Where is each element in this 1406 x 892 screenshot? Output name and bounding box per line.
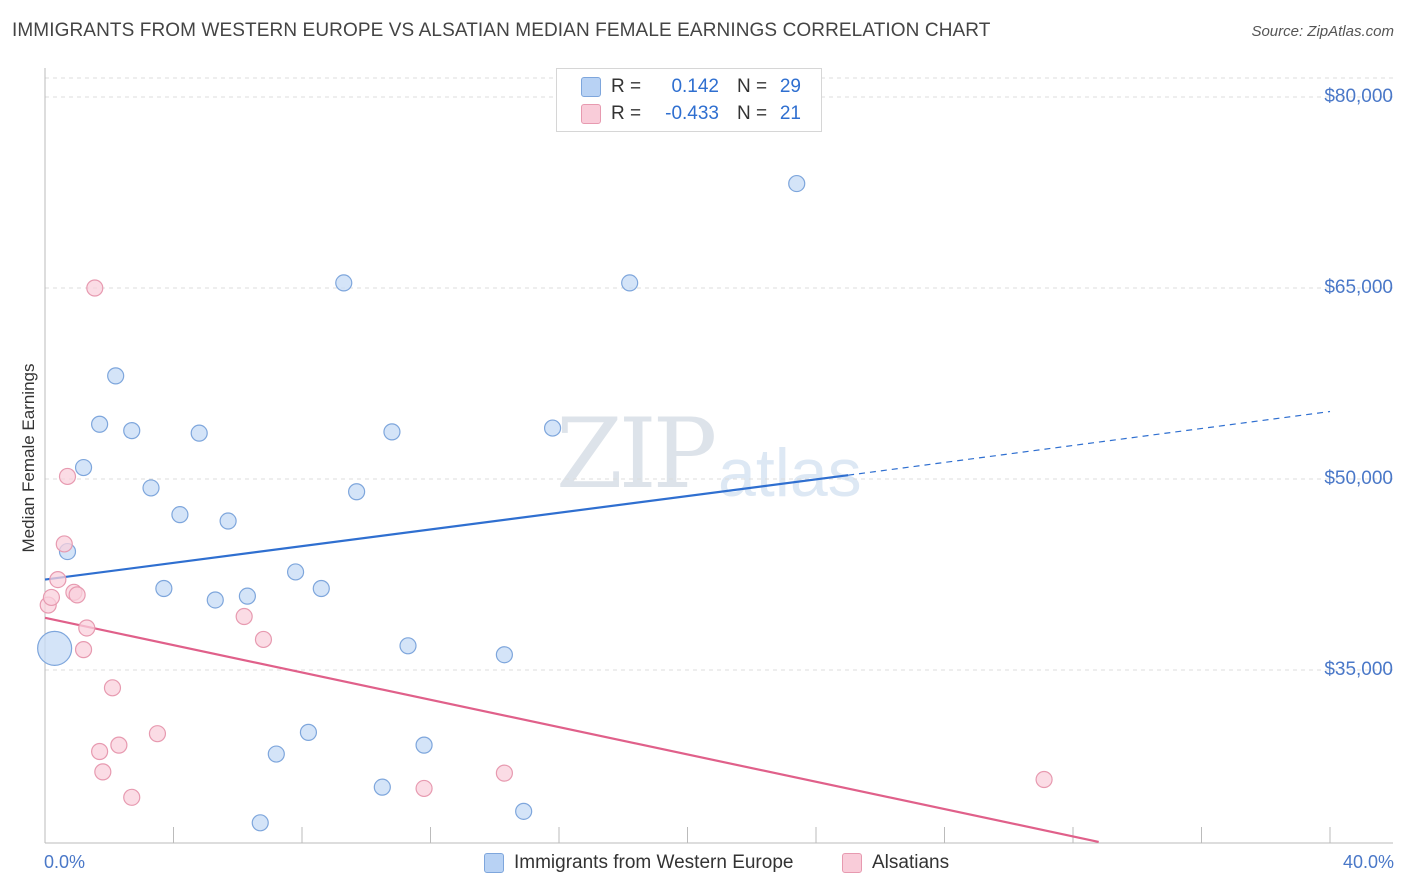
- x-tick-label-max: 40.0%: [1342, 852, 1394, 872]
- data-point-western-europe: [251, 814, 269, 832]
- data-point-western-europe: [399, 637, 417, 655]
- legend-label-western-europe: Immigrants from Western Europe: [514, 852, 794, 873]
- source-label: Source: ZipAtlas.com: [1251, 23, 1394, 40]
- data-point-western-europe: [515, 802, 533, 820]
- y-tick-label-50000: $50,000: [1324, 468, 1393, 489]
- data-point-alsatians: [91, 742, 109, 761]
- legend-item-alsatians: Alsatians: [842, 852, 949, 874]
- data-point-alsatians: [415, 779, 433, 798]
- data-point-alsatians: [1035, 770, 1053, 789]
- data-point-western-europe: [335, 274, 353, 292]
- legend-item-western-europe: Immigrants from Western Europe: [484, 852, 793, 874]
- y-tick-label-80000: $80,000: [1324, 86, 1393, 107]
- data-point-western-europe: [74, 458, 93, 477]
- data-point-alsatians: [254, 630, 273, 649]
- legend-row-western-europe: R = 0.142 N = 29: [581, 75, 801, 99]
- legend-swatch-blue: [484, 853, 504, 873]
- y-tick-label-35000: $35,000: [1324, 659, 1393, 680]
- data-point-western-europe: [190, 424, 208, 442]
- legend-r-value: 0.142: [671, 76, 719, 97]
- data-point-western-europe: [107, 367, 125, 385]
- data-point-western-europe: [373, 778, 391, 796]
- data-point-western-europe: [142, 479, 160, 497]
- trend-line-western-europe: [44, 474, 849, 581]
- data-point-alsatians: [86, 279, 104, 297]
- data-point-western-europe: [206, 591, 224, 609]
- data-point-western-europe: [267, 745, 285, 763]
- data-point-western-europe: [155, 579, 173, 598]
- data-point-western-europe: [788, 174, 806, 193]
- x-tick-label-min: 0.0%: [44, 852, 86, 872]
- series-legend: Immigrants from Western Europe Alsatians: [0, 852, 1406, 878]
- data-point-alsatians: [58, 467, 77, 486]
- data-point-western-europe: [91, 415, 109, 433]
- legend-r-label: R =: [611, 76, 642, 97]
- data-point-alsatians: [68, 586, 86, 604]
- data-point-alsatians: [49, 570, 67, 589]
- data-point-western-europe: [348, 483, 366, 501]
- data-point-western-europe: [123, 422, 141, 440]
- legend-r-label: R =: [611, 103, 642, 124]
- data-point-alsatians: [55, 535, 73, 553]
- data-point-alsatians: [495, 764, 513, 782]
- data-point-alsatians: [110, 736, 128, 754]
- data-point-alsatians: [94, 763, 112, 781]
- data-point-western-europe: [238, 587, 256, 605]
- legend-r-value: -0.433: [665, 103, 719, 124]
- watermark-atlas: atlas: [718, 435, 862, 511]
- data-point-western-europe: [383, 423, 401, 441]
- legend-n-value: 29: [779, 76, 801, 97]
- y-tick-label-65000: $65,000: [1324, 277, 1393, 298]
- data-point-alsatians: [235, 607, 253, 626]
- data-point-alsatians: [123, 788, 141, 806]
- watermark-zip: ZIP: [556, 398, 717, 510]
- data-point-alsatians: [148, 725, 167, 743]
- chart-title: IMMIGRANTS FROM WESTERN EUROPE VS ALSATI…: [12, 20, 991, 41]
- legend-swatch-pink: [842, 853, 862, 873]
- data-point-alsatians: [42, 588, 61, 607]
- legend-n-value: 21: [779, 103, 801, 124]
- data-point-western-europe: [171, 506, 189, 524]
- trend-line-western-europe-extension: [848, 410, 1331, 476]
- data-point-alsatians: [74, 641, 93, 659]
- data-point-western-europe: [543, 419, 562, 437]
- data-point-western-europe: [219, 512, 237, 530]
- data-point-western-europe: [621, 274, 639, 292]
- data-point-western-europe: [312, 579, 330, 598]
- trend-line-alsatians: [44, 616, 1099, 843]
- data-point-alsatians: [103, 679, 122, 697]
- legend-n-label: N =: [737, 76, 768, 97]
- correlation-legend: R = 0.142 N = 29 R = -0.433 N = 21: [556, 68, 822, 132]
- data-point-western-europe: [299, 723, 318, 741]
- data-point-western-europe: [415, 736, 433, 754]
- legend-label-alsatians: Alsatians: [872, 852, 950, 873]
- legend-swatch-pink: [581, 104, 601, 124]
- data-point-western-europe: [37, 630, 73, 666]
- legend-row-alsatians: R = -0.433 N = 21: [581, 102, 801, 126]
- legend-n-label: N =: [737, 103, 768, 124]
- data-point-western-europe: [495, 646, 513, 664]
- legend-swatch-blue: [581, 77, 601, 97]
- data-point-alsatians: [78, 619, 96, 637]
- data-point-western-europe: [286, 563, 305, 581]
